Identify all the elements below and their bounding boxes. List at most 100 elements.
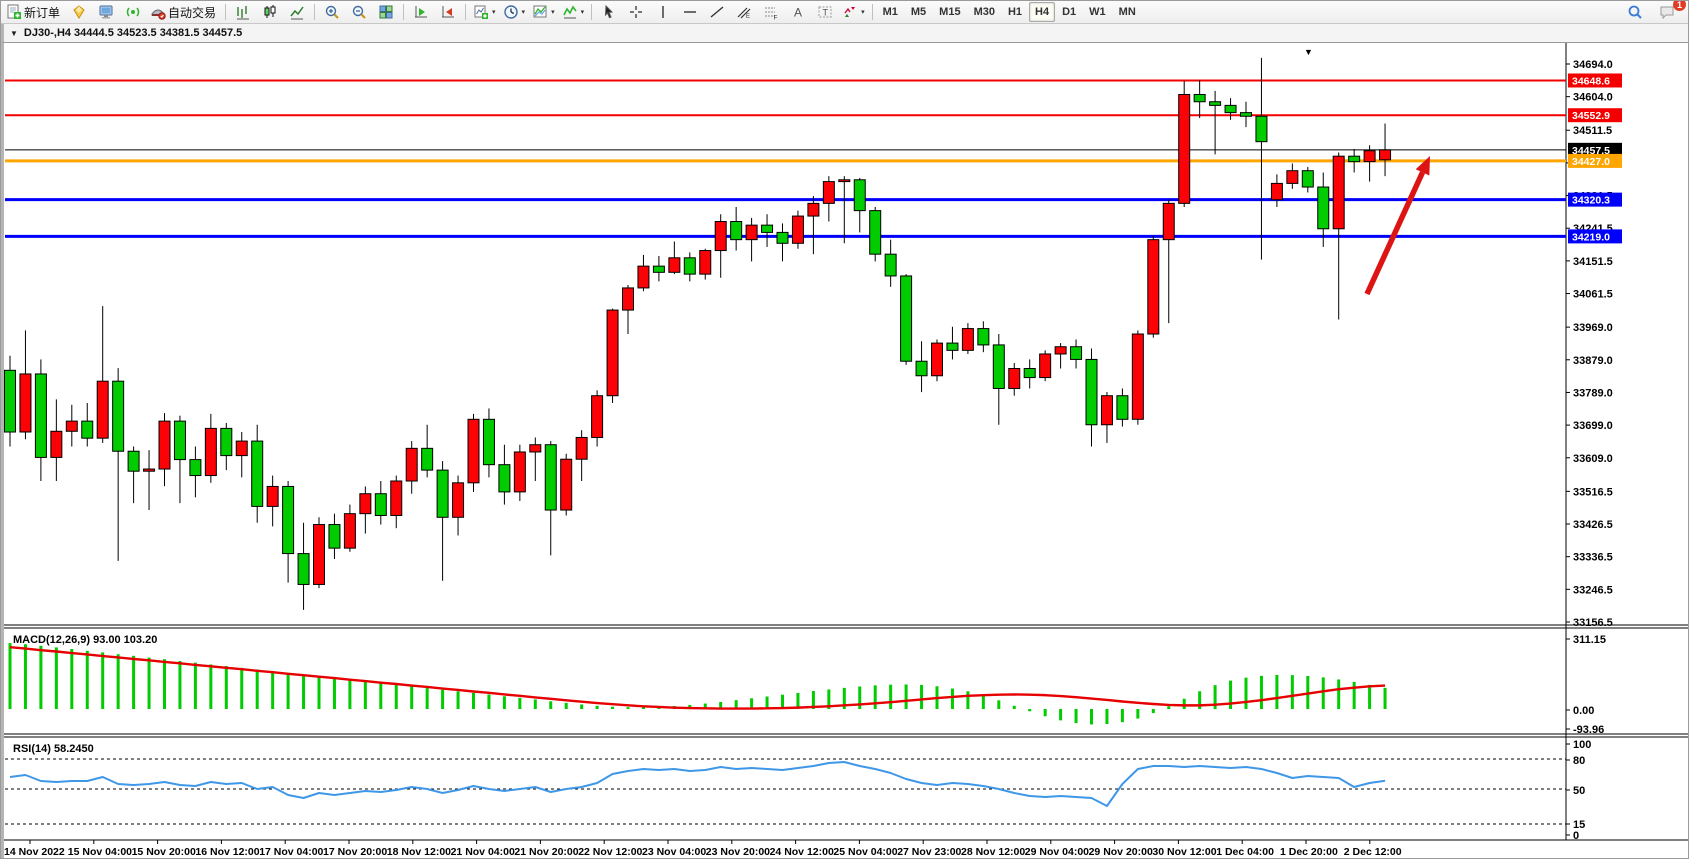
candle-body[interactable]: [1317, 186, 1330, 230]
candle-body[interactable]: [251, 440, 264, 507]
candle-body[interactable]: [81, 420, 94, 439]
candle-body[interactable]: [96, 380, 109, 439]
candle-body[interactable]: [235, 440, 248, 457]
zoom-out-button[interactable]: [346, 1, 372, 23]
candle-body[interactable]: [992, 344, 1005, 389]
candle-body[interactable]: [1008, 367, 1021, 389]
candle-body[interactable]: [652, 265, 665, 273]
candle-body[interactable]: [1286, 170, 1299, 184]
candle-body[interactable]: [34, 373, 47, 458]
chevron-down-icon[interactable]: ▾: [580, 9, 585, 16]
candle-body[interactable]: [1255, 115, 1268, 143]
candle-body[interactable]: [838, 179, 851, 183]
timeframe-button-h1[interactable]: H1: [1007, 6, 1023, 18]
candle-body[interactable]: [591, 395, 604, 438]
candle-body[interactable]: [637, 265, 650, 289]
market-watch-button[interactable]: [93, 1, 119, 23]
candle-body[interactable]: [915, 360, 928, 377]
candle-chart-button[interactable]: [257, 1, 283, 23]
candle-body[interactable]: [560, 458, 573, 511]
candle-body[interactable]: [390, 480, 403, 516]
candle-body[interactable]: [884, 253, 897, 277]
candle-body[interactable]: [1162, 202, 1175, 241]
candle-body[interactable]: [482, 418, 495, 466]
candle-body[interactable]: [606, 309, 619, 397]
candle-body[interactable]: [50, 430, 63, 458]
candle-body[interactable]: [1085, 358, 1098, 426]
candle-body[interactable]: [1193, 93, 1206, 103]
label-button[interactable]: T: [812, 1, 838, 23]
candle-body[interactable]: [961, 328, 974, 351]
candle-body[interactable]: [931, 342, 943, 377]
timeframe-button-d1[interactable]: D1: [1062, 6, 1077, 18]
candle-body[interactable]: [822, 181, 835, 204]
candle-body[interactable]: [158, 420, 171, 470]
candle-body[interactable]: [513, 451, 526, 493]
candle-body[interactable]: [1054, 346, 1067, 355]
shapes-button[interactable]: ▾: [839, 1, 868, 23]
macd-indicator-label[interactable]: MACD(12,26,9) 93.00 103.20: [13, 634, 157, 646]
vline-button[interactable]: [650, 1, 676, 23]
timeframe-button-mn[interactable]: MN: [1118, 6, 1136, 18]
candle-body[interactable]: [112, 380, 125, 452]
chevron-down-icon[interactable]: ▾: [861, 9, 865, 16]
timeframe-button-m30[interactable]: M30: [973, 6, 995, 18]
timeframe-button-m1[interactable]: M1: [882, 6, 898, 18]
tile-windows-button[interactable]: [373, 1, 399, 23]
timeframe-button-w1[interactable]: W1: [1089, 6, 1106, 18]
timeframe-button-m15[interactable]: M15: [939, 6, 961, 18]
candle-body[interactable]: [683, 257, 696, 275]
candle-body[interactable]: [1379, 149, 1392, 161]
zoom-in-button[interactable]: [319, 1, 345, 23]
trendline-button[interactable]: [704, 1, 730, 23]
candle-body[interactable]: [544, 444, 557, 511]
candle-body[interactable]: [452, 482, 465, 518]
candle-body[interactable]: [1209, 101, 1222, 106]
trend-arrow-annotation[interactable]: [1364, 171, 1426, 296]
auto-scroll-button[interactable]: [408, 1, 434, 23]
candle-body[interactable]: [730, 221, 743, 241]
candle-body[interactable]: [65, 420, 78, 432]
candle-body[interactable]: [220, 427, 233, 457]
candle-body[interactable]: [313, 524, 325, 585]
candle-body[interactable]: [853, 179, 866, 212]
bar-chart-button[interactable]: [230, 1, 256, 23]
candle-body[interactable]: [1348, 155, 1361, 163]
candle-body[interactable]: [405, 447, 418, 482]
candle-body[interactable]: [1039, 353, 1052, 379]
quotes-button[interactable]: [66, 1, 92, 23]
chevron-down-icon[interactable]: ▾: [521, 9, 526, 16]
candle-body[interactable]: [328, 524, 341, 549]
candle-body[interactable]: [745, 224, 758, 241]
crosshair-button[interactable]: [623, 1, 649, 23]
rsi-indicator-label[interactable]: RSI(14) 58.2450: [13, 743, 94, 755]
candle-body[interactable]: [266, 485, 279, 507]
line-chart-button[interactable]: [284, 1, 310, 23]
candle-body[interactable]: [143, 468, 156, 472]
candle-body[interactable]: [421, 447, 434, 471]
indicators-button[interactable]: ▾: [559, 1, 588, 23]
candle-body[interactable]: [807, 202, 820, 217]
candle-body[interactable]: [900, 275, 913, 362]
candle-body[interactable]: [1332, 155, 1345, 230]
candle-body[interactable]: [1147, 239, 1160, 335]
chart-canvas[interactable]: 34694.034604.034511.534421.534331.534241…: [4, 43, 1689, 859]
candle-body[interactable]: [622, 287, 634, 311]
timeframe-button-m5[interactable]: M5: [910, 6, 927, 18]
candle-body[interactable]: [467, 418, 480, 484]
cursor-button[interactable]: [596, 1, 622, 23]
candle-body[interactable]: [19, 373, 32, 433]
candle-body[interactable]: [869, 210, 882, 255]
new-chart-button[interactable]: ▾: [470, 1, 499, 23]
candle-body[interactable]: [1070, 346, 1083, 360]
candle-body[interactable]: [359, 493, 372, 515]
candle-body[interactable]: [436, 469, 449, 518]
candle-body[interactable]: [189, 459, 202, 477]
fibo-button[interactable]: F: [758, 1, 784, 23]
candle-body[interactable]: [1240, 112, 1252, 117]
candle-body[interactable]: [204, 427, 217, 477]
chart-shift-marker-icon[interactable]: ▼: [1304, 47, 1313, 57]
candle-body[interactable]: [1178, 93, 1191, 204]
candle-body[interactable]: [374, 493, 387, 516]
candle-body[interactable]: [1023, 367, 1036, 379]
